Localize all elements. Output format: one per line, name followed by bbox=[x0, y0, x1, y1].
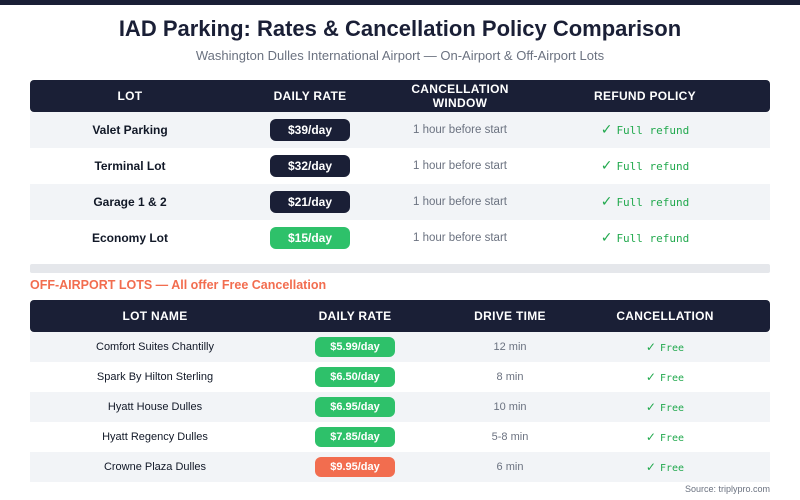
column-header-daily-rate: DAILY RATE bbox=[273, 89, 347, 103]
column-header-refund-policy: REFUND POLICY bbox=[594, 89, 696, 103]
page-subtitle: Washington Dulles International Airport … bbox=[195, 48, 605, 63]
rate-badge: $6.50/day bbox=[315, 367, 395, 387]
cancellation-window: 1 hour before start bbox=[413, 160, 507, 172]
on-airport-table-header: LOT DAILY RATE CANCELLATION WINDOW REFUN… bbox=[30, 80, 770, 112]
refund-policy: Full refund bbox=[616, 196, 690, 209]
refund-policy: Full refund bbox=[616, 160, 690, 173]
daily-rate-cell: $39/day bbox=[230, 119, 390, 141]
rate-badge: $7.85/day bbox=[315, 427, 395, 447]
lot-name: Spark By Hilton Sterling bbox=[96, 371, 214, 383]
refund-policy-cell: ✓ Full refund bbox=[530, 194, 760, 210]
drive-time: 12 min bbox=[493, 341, 527, 353]
cancellation-policy: Free bbox=[659, 373, 685, 384]
drive-time: 10 min bbox=[493, 401, 527, 413]
check-icon: ✓ bbox=[600, 122, 613, 138]
table-row: Hyatt House Dulles $6.95/day 10 min ✓ Free bbox=[30, 392, 770, 422]
cancellation-cell: ✓ Free bbox=[590, 370, 740, 384]
rate-badge: $5.99/day bbox=[315, 337, 395, 357]
column-header-cancellation-window: CANCELLATION WINDOW bbox=[411, 82, 509, 110]
rate-badge: $9.95/day bbox=[315, 457, 395, 477]
refund-policy-cell: ✓ Full refund bbox=[530, 158, 760, 174]
lot-name: Comfort Suites Chantilly bbox=[96, 341, 214, 353]
cancellation-policy: Free bbox=[659, 343, 685, 354]
cancellation-policy: Free bbox=[659, 463, 685, 474]
table-row: Valet Parking $39/day 1 hour before start ✓… bbox=[30, 112, 770, 148]
table-row: Terminal Lot $32/day 1 hour before start ✓ F… bbox=[30, 148, 770, 184]
cancellation-window: 1 hour before start bbox=[413, 196, 507, 208]
lot-name: Hyatt Regency Dulles bbox=[102, 431, 208, 443]
check-icon: ✓ bbox=[645, 370, 656, 384]
check-icon: ✓ bbox=[645, 430, 656, 444]
drive-time: 8 min bbox=[496, 371, 524, 383]
refund-policy-cell: ✓ Full refund bbox=[530, 230, 760, 246]
column-header-lot: LOT bbox=[117, 89, 143, 103]
refund-policy-cell: ✓ Full refund bbox=[530, 122, 760, 138]
table-row: Crowne Plaza Dulles $9.95/day 6 min ✓ Free bbox=[30, 452, 770, 482]
rate-badge: $39/day bbox=[270, 119, 350, 141]
lot-name: Terminal Lot bbox=[94, 159, 166, 173]
section-divider bbox=[30, 264, 770, 273]
page-title: IAD Parking: Rates & Cancellation Policy… bbox=[118, 16, 682, 41]
off-airport-section-label: OFF-AIRPORT LOTS — All offer Free Cancel… bbox=[30, 278, 327, 292]
cancellation-cell: ✓ Free bbox=[590, 340, 740, 354]
off-airport-table: LOT NAME DAILY RATE DRIVE TIME CANCELLAT… bbox=[30, 300, 770, 482]
lot-name: Crowne Plaza Dulles bbox=[103, 461, 207, 473]
cancellation-window: 1 hour before start bbox=[413, 232, 507, 244]
cancellation-policy: Free bbox=[659, 433, 685, 444]
rate-badge: $21/day bbox=[270, 191, 350, 213]
check-icon: ✓ bbox=[600, 158, 613, 174]
check-icon: ✓ bbox=[645, 460, 656, 474]
off-airport-table-body: Comfort Suites Chantilly $5.99/day 12 min ✓… bbox=[30, 332, 770, 482]
cancellation-policy: Free bbox=[659, 403, 685, 414]
lot-name: Garage 1 & 2 bbox=[93, 195, 167, 209]
rate-badge: $15/day bbox=[270, 227, 350, 249]
drive-time: 6 min bbox=[496, 461, 524, 473]
daily-rate-cell: $32/day bbox=[230, 155, 390, 177]
table-row: Comfort Suites Chantilly $5.99/day 12 min ✓… bbox=[30, 332, 770, 362]
daily-rate-cell: $21/day bbox=[230, 191, 390, 213]
rate-badge: $6.95/day bbox=[315, 397, 395, 417]
daily-rate-cell: $7.85/day bbox=[280, 427, 430, 447]
refund-policy: Full refund bbox=[616, 124, 690, 137]
cancellation-window: 1 hour before start bbox=[413, 124, 507, 136]
table-row: Spark By Hilton Sterling $6.50/day 8 min ✓ F… bbox=[30, 362, 770, 392]
check-icon: ✓ bbox=[645, 400, 656, 414]
check-icon: ✓ bbox=[600, 230, 613, 246]
check-icon: ✓ bbox=[645, 340, 656, 354]
off-airport-table-header: LOT NAME DAILY RATE DRIVE TIME CANCELLAT… bbox=[30, 300, 770, 332]
drive-time: 5-8 min bbox=[491, 431, 529, 443]
check-icon: ✓ bbox=[600, 194, 613, 210]
daily-rate-cell: $6.95/day bbox=[280, 397, 430, 417]
daily-rate-cell: $9.95/day bbox=[280, 457, 430, 477]
table-row: Garage 1 & 2 $21/day 1 hour before start ✓ F… bbox=[30, 184, 770, 220]
table-row: Economy Lot $15/day 1 hour before start ✓ Fu… bbox=[30, 220, 770, 256]
column-header-cancellation: CANCELLATION bbox=[616, 309, 714, 323]
daily-rate-cell: $5.99/day bbox=[280, 337, 430, 357]
source-credit: Source: triplypro.com bbox=[684, 484, 770, 494]
lot-name: Economy Lot bbox=[91, 231, 168, 245]
cancellation-cell: ✓ Free bbox=[590, 400, 740, 414]
daily-rate-cell: $6.50/day bbox=[280, 367, 430, 387]
column-header-drive-time: DRIVE TIME bbox=[474, 309, 546, 323]
top-accent-bar bbox=[0, 0, 800, 5]
on-airport-table: LOT DAILY RATE CANCELLATION WINDOW REFUN… bbox=[30, 80, 770, 256]
cancellation-cell: ✓ Free bbox=[590, 460, 740, 474]
column-header-daily-rate: DAILY RATE bbox=[318, 309, 392, 323]
refund-policy: Full refund bbox=[616, 232, 690, 245]
column-header-lot-name: LOT NAME bbox=[122, 309, 188, 323]
lot-name: Hyatt House Dulles bbox=[107, 401, 203, 413]
cancellation-cell: ✓ Free bbox=[590, 430, 740, 444]
lot-name: Valet Parking bbox=[92, 123, 168, 137]
rate-badge: $32/day bbox=[270, 155, 350, 177]
table-row: Hyatt Regency Dulles $7.85/day 5-8 min ✓ Fre… bbox=[30, 422, 770, 452]
on-airport-table-body: Valet Parking $39/day 1 hour before start ✓… bbox=[30, 112, 770, 256]
daily-rate-cell: $15/day bbox=[230, 227, 390, 249]
